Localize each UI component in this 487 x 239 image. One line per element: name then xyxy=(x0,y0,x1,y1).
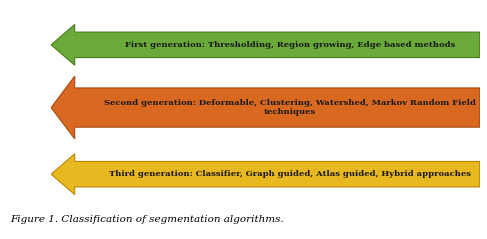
Text: Third generation: Classifier, Graph guided, Atlas guided, Hybrid approaches: Third generation: Classifier, Graph guid… xyxy=(109,170,471,178)
Polygon shape xyxy=(51,24,480,65)
Text: Figure 1. Classification of segmentation algorithms.: Figure 1. Classification of segmentation… xyxy=(10,215,283,224)
Polygon shape xyxy=(51,76,480,139)
Text: Segmentation Algorithms: Segmentation Algorithms xyxy=(25,52,33,163)
Text: First generation: Thresholding, Region growing, Edge based methods: First generation: Thresholding, Region g… xyxy=(125,41,455,49)
Text: Second generation: Deformable, Clustering, Watershed, Markov Random Field
techni: Second generation: Deformable, Clusterin… xyxy=(104,99,476,116)
Polygon shape xyxy=(51,154,480,195)
